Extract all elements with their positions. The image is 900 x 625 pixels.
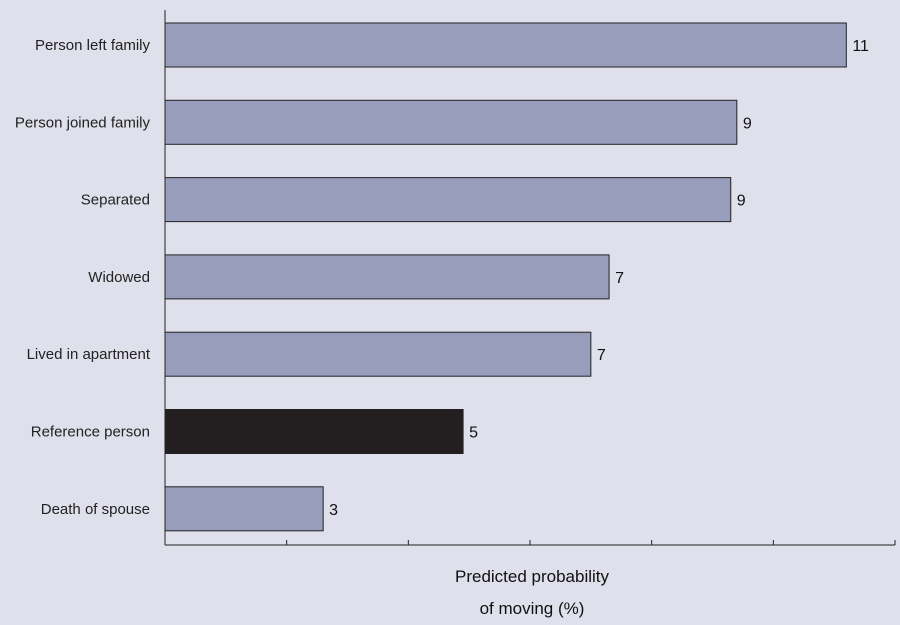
axes-group bbox=[164, 10, 896, 546]
bar bbox=[164, 177, 732, 223]
category-label: Death of spouse bbox=[41, 501, 150, 518]
value-label: 9 bbox=[743, 115, 752, 132]
category-label: Lived in apartment bbox=[27, 346, 151, 363]
bar bbox=[164, 409, 464, 454]
bar bbox=[164, 254, 610, 300]
value-label: 7 bbox=[615, 270, 624, 287]
x-axis-title-line-2: of moving (%) bbox=[480, 599, 585, 618]
category-label: Separated bbox=[81, 192, 150, 209]
value-label: 11 bbox=[852, 38, 869, 55]
value-label: 5 bbox=[469, 425, 478, 442]
bar bbox=[164, 331, 592, 377]
value-label: 7 bbox=[597, 347, 606, 364]
bar bbox=[164, 22, 847, 68]
value-label: 9 bbox=[737, 193, 746, 210]
category-label: Widowed bbox=[88, 269, 150, 286]
bar bbox=[164, 99, 738, 145]
value-label: 3 bbox=[329, 502, 338, 519]
x-axis-title-line-1: Predicted probability bbox=[455, 567, 610, 586]
category-label: Reference person bbox=[31, 424, 150, 441]
category-label: Person joined family bbox=[15, 114, 151, 131]
bar bbox=[164, 486, 324, 532]
category-label: Person left family bbox=[35, 37, 151, 54]
bars-group: Person left family 11 Person joined family… bbox=[15, 22, 869, 532]
